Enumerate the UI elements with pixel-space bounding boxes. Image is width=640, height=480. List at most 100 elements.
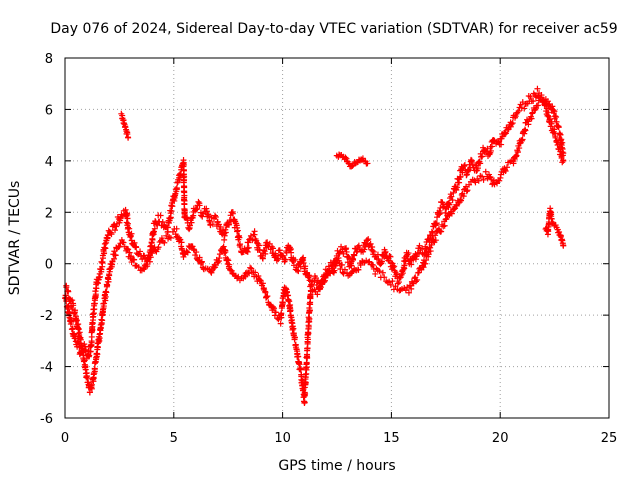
data-point	[259, 280, 266, 287]
data-point	[159, 218, 166, 225]
data-point	[226, 221, 233, 228]
data-point	[382, 248, 389, 255]
data-point	[548, 120, 555, 127]
data-point	[131, 239, 138, 246]
data-point	[216, 255, 223, 262]
data-point	[408, 285, 415, 292]
data-point	[135, 264, 142, 271]
data-point	[196, 202, 203, 209]
data-point	[288, 249, 295, 256]
data-point	[387, 253, 394, 260]
data-point	[453, 202, 460, 209]
data-point	[111, 248, 118, 255]
data-point	[369, 247, 376, 254]
data-point	[226, 261, 233, 268]
data-point	[247, 264, 254, 271]
data-point	[392, 283, 399, 290]
data-point	[193, 205, 200, 212]
data-point	[338, 261, 345, 268]
data-point	[207, 268, 214, 275]
data-point	[432, 232, 439, 239]
x-tick-labels: 0 5 10 15 20 25	[61, 431, 617, 446]
data-point	[355, 266, 362, 273]
data-point	[502, 167, 509, 174]
data-point	[525, 121, 532, 128]
data-point	[94, 344, 101, 351]
data-point	[306, 307, 313, 314]
data-point	[75, 326, 82, 333]
data-point	[296, 361, 303, 368]
data-point	[488, 143, 495, 150]
data-point	[69, 325, 76, 332]
data-point	[131, 256, 138, 263]
data-point	[305, 272, 312, 279]
data-point	[488, 176, 495, 183]
data-point	[235, 233, 242, 240]
data-point	[86, 352, 93, 359]
data-point	[217, 223, 224, 230]
data-point	[365, 236, 372, 243]
data-point	[275, 256, 282, 263]
data-point	[483, 149, 490, 156]
data-point	[405, 289, 412, 296]
x-axis-label: GPS time / hours	[278, 458, 395, 474]
y-axis-label: SDTVAR / TECUs	[7, 181, 23, 296]
data-point	[433, 220, 440, 227]
data-point	[496, 177, 503, 184]
data-point	[278, 311, 285, 318]
data-point	[195, 198, 202, 205]
data-point	[364, 160, 371, 167]
data-point	[229, 210, 236, 217]
data-point	[387, 281, 394, 288]
data-point	[115, 244, 122, 251]
y-tick-label: -2	[40, 309, 53, 324]
data-point	[180, 166, 187, 173]
data-point	[378, 258, 385, 265]
data-point	[446, 201, 453, 208]
data-point	[266, 240, 273, 247]
data-point	[157, 212, 164, 219]
data-point	[124, 131, 131, 138]
data-point	[487, 147, 494, 154]
data-point	[522, 127, 529, 134]
data-point	[530, 97, 537, 104]
data-point	[527, 93, 534, 100]
data-point	[490, 136, 497, 143]
data-point	[246, 270, 253, 277]
data-point	[350, 256, 357, 263]
data-point	[448, 193, 455, 200]
data-point	[292, 256, 299, 263]
data-point	[463, 188, 470, 195]
data-point	[192, 252, 199, 259]
data-point	[151, 225, 158, 232]
y-tick-label: 8	[45, 52, 53, 67]
data-point	[179, 246, 186, 253]
data-point	[269, 303, 276, 310]
data-point	[222, 229, 229, 236]
chart-title: Day 076 of 2024, Sidereal Day-to-day VTE…	[50, 21, 617, 37]
data-point	[126, 249, 133, 256]
data-point	[144, 263, 151, 270]
data-point	[98, 266, 105, 273]
data-point	[167, 234, 174, 241]
data-point	[161, 239, 168, 246]
data-point	[70, 302, 77, 309]
data-point	[158, 235, 165, 242]
data-point	[302, 371, 309, 378]
data-point	[245, 239, 252, 246]
data-point	[301, 389, 308, 396]
y-tick-label: -6	[40, 412, 53, 427]
data-point	[245, 244, 252, 251]
data-point	[262, 289, 269, 296]
data-point	[326, 267, 333, 274]
data-point	[221, 232, 228, 239]
data-point	[125, 246, 132, 253]
data-point	[128, 253, 135, 260]
data-point	[124, 220, 131, 227]
data-point	[557, 131, 564, 138]
data-point	[244, 248, 251, 255]
data-point	[501, 129, 508, 136]
data-point	[264, 293, 271, 300]
data-point	[325, 268, 332, 275]
data-point	[65, 288, 72, 295]
